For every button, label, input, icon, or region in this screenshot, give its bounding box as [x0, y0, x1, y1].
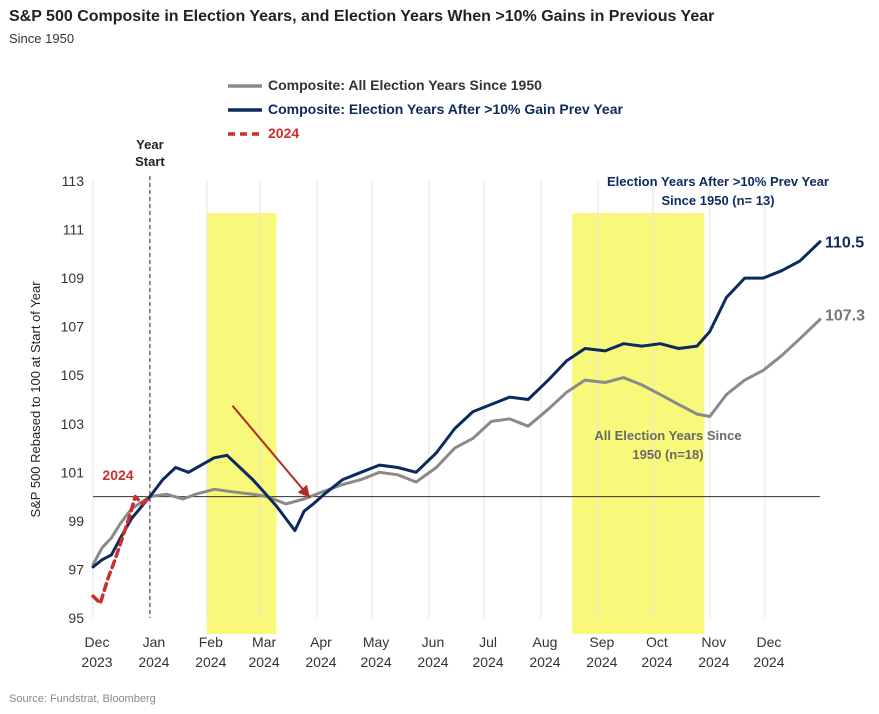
legend-label: Composite: Election Years After >10% Gai… — [268, 101, 624, 117]
x-tick-label: 2024 — [195, 654, 226, 670]
y-tick-label: 107 — [61, 319, 85, 335]
end-label-all-years: 107.3 — [825, 307, 865, 324]
x-tick-label: Dec — [756, 634, 781, 650]
x-tick-label: 2024 — [360, 654, 391, 670]
x-tick-label: Jun — [422, 634, 445, 650]
y-tick-label: 105 — [61, 367, 85, 383]
annotation-after-gain: Since 1950 (n= 13) — [661, 193, 774, 208]
x-tick-label: Jan — [143, 634, 166, 650]
x-tick-label: 2024 — [641, 654, 672, 670]
legend: Composite: All Election Years Since 1950… — [228, 77, 624, 141]
x-axis: Dec 2023 Jan 2024 Feb 2024 Mar 2024 Apr 2024 May 20… — [81, 634, 784, 670]
highlight-band — [206, 213, 277, 634]
y-tick-label: 109 — [61, 270, 85, 286]
x-tick-label: 2024 — [417, 654, 448, 670]
y-axis: 95 97 99 101 103 105 107 109 111 113 S&P 500 Rebas… — [28, 173, 84, 626]
series-lines — [91, 240, 822, 606]
y-axis-label: S&P 500 Rebased to 100 at Start of Year — [28, 281, 43, 518]
year-start-label: Start — [135, 154, 165, 169]
x-tick-label: May — [363, 634, 389, 650]
legend-label: Composite: All Election Years Since 1950 — [268, 77, 542, 93]
legend-label: 2024 — [268, 125, 299, 141]
x-tick-label: 2024 — [248, 654, 279, 670]
y-tick-label: 97 — [68, 561, 84, 577]
y-tick-label: 103 — [61, 416, 85, 432]
highlight-bands — [206, 213, 705, 634]
x-tick-label: 2024 — [586, 654, 617, 670]
y-tick-label: 113 — [62, 173, 85, 189]
x-tick-label: Mar — [252, 634, 276, 650]
y-tick-label: 99 — [68, 513, 84, 529]
x-tick-label: Nov — [701, 634, 726, 650]
composite-after-gain-line — [91, 240, 822, 569]
chart-subtitle: Since 1950 — [9, 31, 75, 46]
x-tick-label: Jul — [479, 634, 497, 650]
annotation-all-years: All Election Years Since — [594, 428, 741, 443]
x-tick-label: Aug — [532, 634, 557, 650]
composite-all-line — [91, 317, 822, 567]
y-tick-label: 111 — [63, 222, 84, 238]
annotation-after-gain: Election Years After >10% Prev Year — [607, 174, 829, 189]
y-tick-label: 95 — [68, 610, 84, 626]
x-tick-label: Dec — [85, 634, 110, 650]
decline-arrow — [231, 405, 311, 499]
chart-title: S&P 500 Composite in Election Years, and… — [9, 8, 715, 25]
x-tick-label: Oct — [646, 634, 668, 650]
x-tick-label: Apr — [310, 634, 332, 650]
label-2024: 2024 — [102, 467, 133, 483]
end-label-after-gain: 110.5 — [825, 235, 864, 252]
x-tick-label: 2024 — [529, 654, 560, 670]
y-tick-label: 101 — [61, 464, 85, 480]
annotation-all-years: 1950 (n=18) — [632, 447, 703, 462]
x-tick-label: 2024 — [472, 654, 503, 670]
series-labels: 110.5 107.3 Election Years After >10% Prev… — [102, 174, 865, 483]
x-tick-label: 2024 — [753, 654, 784, 670]
x-tick-label: Sep — [589, 634, 614, 650]
x-tick-label: 2024 — [698, 654, 729, 670]
source-note: Source: Fundstrat, Bloomberg — [9, 693, 156, 705]
year-start-marker: Year Start — [135, 137, 165, 618]
x-tick-label: Feb — [199, 634, 223, 650]
x-tick-label: 2023 — [81, 654, 112, 670]
year-start-label: Year — [136, 137, 163, 152]
decline-arrow-line — [231, 405, 311, 499]
series-2024-line — [91, 494, 152, 606]
x-tick-label: 2024 — [305, 654, 336, 670]
highlight-band — [572, 213, 705, 634]
x-tick-label: 2024 — [138, 654, 169, 670]
